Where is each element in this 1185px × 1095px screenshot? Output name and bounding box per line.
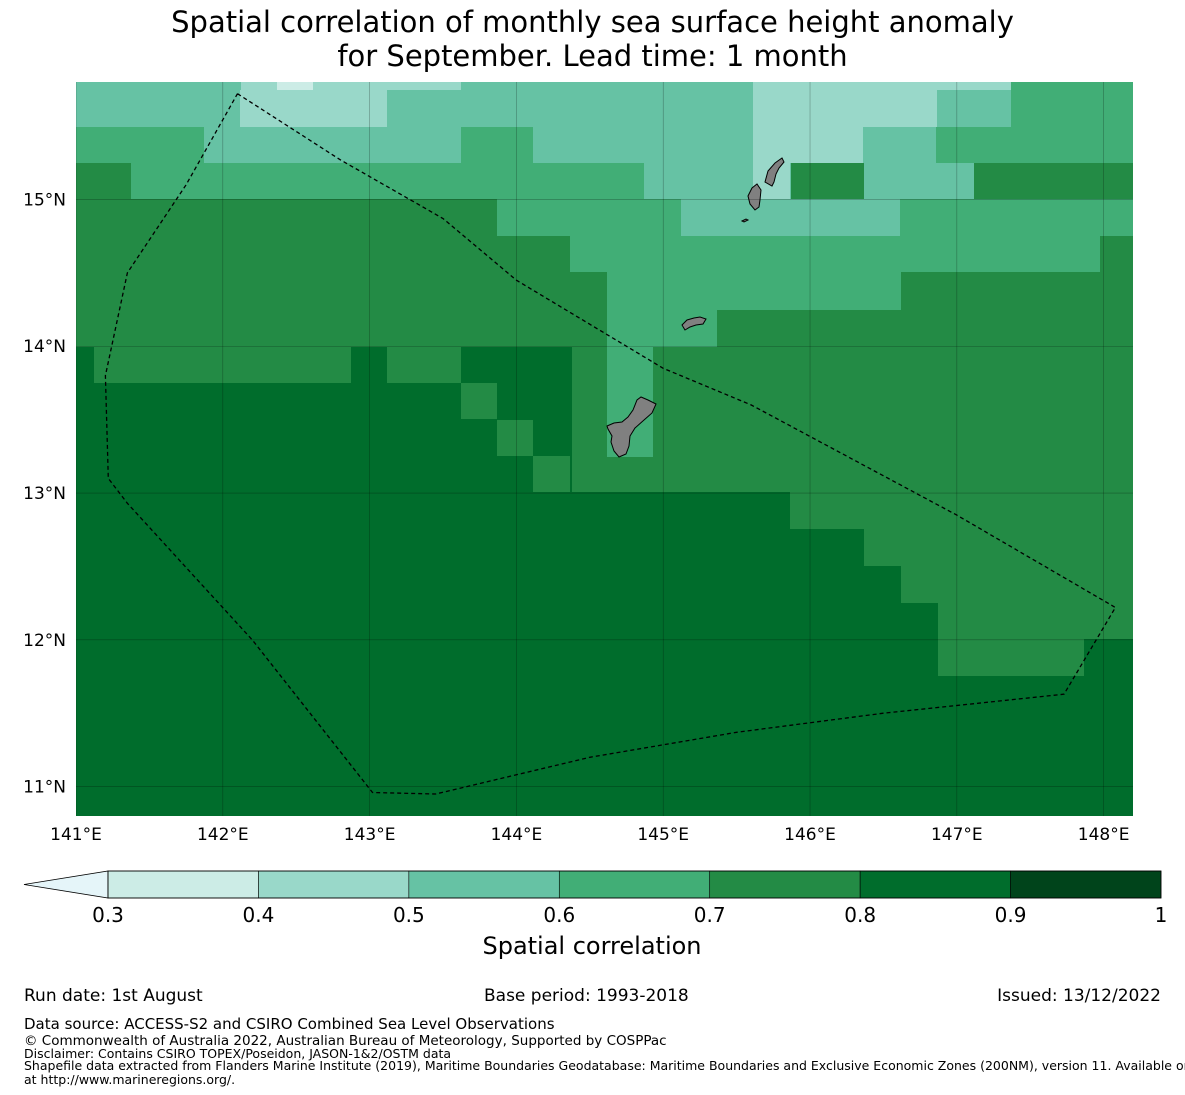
correlation-cell <box>938 603 1084 676</box>
chart-title-line-2: for September. Lead time: 1 month <box>337 39 848 73</box>
shapefile-url: at http://www.marineregions.org/. <box>24 1072 236 1087</box>
correlation-cell <box>204 127 461 163</box>
x-tick-label: 148°E <box>1078 825 1130 845</box>
correlation-cell <box>461 383 497 419</box>
correlation-cell <box>1011 82 1133 90</box>
y-tick-label: 15°N <box>23 190 66 210</box>
correlation-cell <box>572 347 1133 492</box>
chart-title-line-1: Spatial correlation of monthly sea surfa… <box>171 5 1014 39</box>
correlation-cell <box>901 566 1133 603</box>
correlation-cell <box>387 347 461 383</box>
correlation-cell <box>681 199 900 236</box>
x-tick-label: 144°E <box>491 825 543 845</box>
rota-island <box>681 316 707 331</box>
issued-date: Issued: 13/12/2022 <box>997 986 1161 1006</box>
colorbar-tick-label: 1 <box>1155 903 1168 927</box>
colorbar-frame <box>107 870 1162 899</box>
copyright: © Commonwealth of Australia 2022, Austra… <box>24 1033 667 1049</box>
correlation-cell <box>864 163 974 199</box>
y-tick-label: 12°N <box>23 631 66 651</box>
correlation-cell <box>974 127 1133 163</box>
colorbar-segment <box>258 870 410 899</box>
tinian-island <box>747 183 762 211</box>
correlation-cell <box>1084 603 1133 639</box>
correlation-cell <box>753 127 863 163</box>
shapefile-credit: Shapefile data extracted from Flanders M… <box>24 1058 1185 1073</box>
correlation-cell <box>277 82 313 90</box>
correlation-cell <box>937 82 1011 90</box>
x-tick-label: 141°E <box>50 825 102 845</box>
correlation-cell <box>497 420 533 456</box>
correlation-field <box>76 82 1133 816</box>
correlation-cell <box>864 529 1133 566</box>
colorbar-tick-label: 0.7 <box>694 903 726 927</box>
aguijan-island <box>740 218 750 223</box>
colorbar-label: Spatial correlation <box>482 932 701 960</box>
colorbar-segment <box>558 870 711 899</box>
x-tick-label: 147°E <box>931 825 983 845</box>
x-tick-label: 146°E <box>784 825 836 845</box>
y-tick-label: 11°N <box>23 778 66 798</box>
colorbar-tick-label: 0.8 <box>844 903 876 927</box>
correlation-cell <box>94 347 351 383</box>
colorbar-segment <box>408 870 560 899</box>
correlation-cell <box>461 82 753 90</box>
correlation-cell <box>1011 90 1133 127</box>
saipan-island <box>764 157 785 187</box>
correlation-cell <box>497 199 571 236</box>
colorbar-segment <box>709 870 861 899</box>
colorbar-tick-label: 0.3 <box>92 903 124 927</box>
disclaimer: Disclaimer: Contains CSIRO TOPEX/Poseido… <box>24 1046 452 1061</box>
colorbar-tick-label: 0.4 <box>243 903 275 927</box>
correlation-cell <box>241 82 461 90</box>
y-tick-label: 13°N <box>23 484 66 504</box>
correlation-cell <box>607 310 717 347</box>
run-date: Run date: 1st August <box>24 986 203 1006</box>
correlation-cell <box>790 492 1133 529</box>
correlation-cell <box>1100 199 1133 236</box>
colorbar-segment <box>107 870 259 899</box>
x-tick-label: 143°E <box>344 825 396 845</box>
land-layer <box>606 157 785 458</box>
x-tick-label: 145°E <box>637 825 689 845</box>
colorbar-extend-triangle <box>23 870 109 899</box>
colorbar: 0.3 0.4 0.5 0.6 0.7 0.8 0.9 1 <box>23 870 1168 927</box>
correlation-cell <box>240 90 387 127</box>
map-axes: 141°E 142°E 143°E 144°E 145°E 146°E 147°E 148°E… <box>23 190 1129 845</box>
colorbar-tick-label: 0.6 <box>543 903 575 927</box>
graticule <box>76 82 1133 816</box>
correlation-cell <box>533 127 936 163</box>
colorbar-segment <box>859 870 1011 899</box>
base-period: Base period: 1993-2018 <box>484 986 689 1006</box>
guam-island <box>606 396 657 458</box>
y-tick-label: 14°N <box>23 337 66 357</box>
x-tick-label: 142°E <box>197 825 249 845</box>
colorbar-tick-label: 0.9 <box>995 903 1027 927</box>
correlation-cell <box>131 163 644 199</box>
correlation-cell <box>351 347 387 383</box>
correlation-cell <box>533 456 570 492</box>
eez-boundary-line <box>104 93 1117 795</box>
colorbar-tick-label: 0.5 <box>393 903 425 927</box>
correlation-cell <box>607 272 901 310</box>
eez-boundary <box>104 93 1117 795</box>
data-source: Data source: ACCESS-S2 and CSIRO Combine… <box>24 1015 555 1033</box>
correlation-cell <box>753 82 937 127</box>
colorbar-segment <box>1010 870 1162 899</box>
